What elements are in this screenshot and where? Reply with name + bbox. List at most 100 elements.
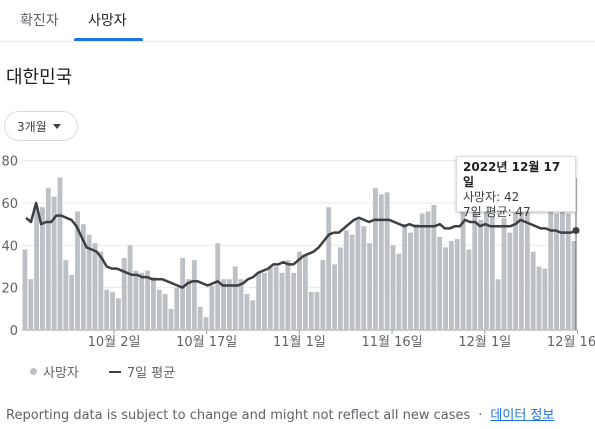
- bar: [221, 279, 226, 330]
- x-tick-label: 11월 16일: [362, 335, 423, 350]
- bar: [355, 219, 361, 330]
- bar: [279, 272, 285, 330]
- tab-deaths[interactable]: 사망자: [88, 13, 127, 29]
- bar: [378, 194, 384, 330]
- bar: [302, 255, 308, 330]
- hover-point: [572, 226, 580, 234]
- bar: [51, 196, 57, 330]
- range-dropdown-label: 3개월: [17, 119, 47, 134]
- bar: [519, 205, 524, 330]
- bar: [262, 272, 267, 330]
- legend-dot-icon: [30, 368, 37, 375]
- bar: [285, 260, 291, 330]
- bar: [121, 258, 127, 330]
- bar: [69, 274, 75, 330]
- bar: [320, 260, 326, 330]
- bar: [40, 207, 45, 330]
- bar: [209, 285, 215, 330]
- bar: [495, 279, 501, 330]
- bar: [151, 277, 156, 330]
- bar: [297, 251, 302, 330]
- bar: [419, 213, 425, 330]
- bar: [484, 202, 489, 330]
- x-tick-label: 12월 16일: [547, 335, 595, 350]
- bar: [92, 243, 98, 330]
- y-tick-label: 80: [1, 155, 18, 170]
- footer: Reporting data is subject to change and …: [6, 404, 554, 423]
- bar: [571, 241, 577, 330]
- bar: [431, 205, 437, 330]
- bar: [367, 243, 373, 330]
- legend-deaths: 사망자: [43, 366, 79, 381]
- bar: [168, 308, 174, 330]
- bar: [425, 211, 431, 330]
- bar: [554, 213, 559, 330]
- tab-confirmed[interactable]: 확진자: [20, 13, 59, 29]
- bar: [156, 289, 162, 330]
- bar: [238, 279, 244, 330]
- bar: [226, 279, 232, 330]
- bar: [86, 234, 92, 330]
- bar: [530, 251, 536, 330]
- bar: [466, 249, 472, 330]
- bar: [250, 300, 256, 330]
- bar: [256, 272, 262, 330]
- tab-bar: 확진자 사망자: [0, 0, 595, 42]
- bar: [524, 211, 530, 330]
- bar: [402, 224, 408, 330]
- bar: [98, 251, 104, 330]
- bar: [180, 258, 186, 330]
- bar: [489, 215, 495, 330]
- bar: [57, 177, 63, 330]
- bar: [373, 188, 378, 330]
- tooltip-date: 2022년 12월 17일: [463, 160, 561, 189]
- bar: [437, 236, 443, 330]
- bar: [80, 224, 86, 330]
- bar: [75, 211, 80, 330]
- bar: [191, 260, 197, 330]
- bar: [104, 289, 110, 330]
- bar: [478, 219, 484, 330]
- bar: [332, 264, 337, 330]
- bar: [232, 266, 238, 330]
- deaths-chart[interactable]: 0 20 40 60 80 10월 2일 10월 17일 11월 1일 11월 16일 12월 1…: [0, 150, 595, 360]
- bar: [28, 279, 34, 330]
- bar: [337, 247, 343, 330]
- tooltip-deaths: 사망자: 42: [463, 190, 520, 204]
- bar: [507, 232, 513, 330]
- bar: [267, 266, 273, 330]
- bar: [513, 190, 519, 330]
- caret-down-icon: [52, 123, 61, 129]
- x-tick-label: 11월 1일: [273, 335, 326, 350]
- chart-tooltip: 2022년 12월 17일 사망자: 42 7일 평균: 47: [456, 156, 576, 219]
- y-tick-label: 0: [10, 324, 18, 339]
- bar: [565, 213, 571, 330]
- y-tick-label: 20: [1, 282, 18, 297]
- bar: [291, 272, 297, 330]
- bar: [326, 207, 332, 330]
- tab-selected-indicator: [74, 38, 143, 41]
- x-tick-label: 10월 17일: [176, 335, 237, 350]
- bar: [501, 217, 507, 330]
- bar: [361, 226, 367, 330]
- bar: [127, 245, 133, 330]
- bar: [536, 266, 542, 330]
- bar: [349, 234, 355, 330]
- data-info-link[interactable]: 데이터 정보: [490, 408, 555, 423]
- region-title: 대한민국: [6, 67, 73, 88]
- legend-line-icon: [108, 370, 121, 373]
- bar: [273, 266, 279, 330]
- bar: [139, 272, 145, 330]
- bar: [203, 317, 209, 330]
- range-dropdown[interactable]: 3개월: [4, 111, 78, 141]
- bar: [448, 241, 454, 330]
- bar: [162, 294, 168, 330]
- bar: [343, 230, 349, 330]
- bar: [110, 291, 115, 330]
- bar: [396, 253, 402, 330]
- y-tick-label: 60: [1, 197, 18, 212]
- bar: [308, 291, 314, 330]
- bar: [559, 196, 565, 330]
- bar: [413, 224, 419, 330]
- tooltip-average: 7일 평균: 47: [463, 205, 531, 219]
